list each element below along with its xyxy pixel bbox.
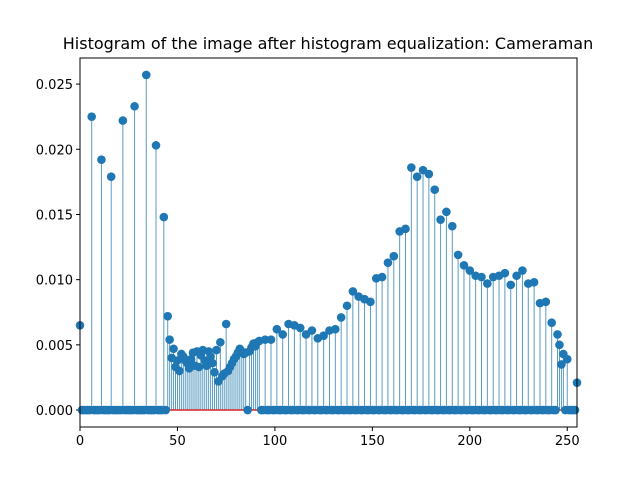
marker bbox=[141, 70, 151, 80]
x-tick-label: 50 bbox=[169, 434, 186, 449]
y-tick-label: 0.015 bbox=[36, 208, 73, 223]
marker bbox=[459, 261, 469, 270]
marker bbox=[506, 280, 516, 290]
y-tick-label: 0.020 bbox=[36, 143, 73, 158]
marker bbox=[307, 326, 317, 335]
marker bbox=[272, 324, 282, 334]
marker bbox=[216, 337, 225, 347]
x-tick-label: 250 bbox=[555, 434, 580, 449]
marker bbox=[555, 340, 564, 350]
marker bbox=[500, 268, 510, 278]
marker bbox=[319, 331, 328, 341]
x-tick-label: 0 bbox=[76, 434, 84, 449]
marker bbox=[243, 405, 252, 415]
marker bbox=[551, 405, 560, 415]
y-tick-label: 0.005 bbox=[36, 339, 73, 354]
marker bbox=[118, 116, 128, 125]
x-tick-label: 100 bbox=[262, 434, 287, 449]
marker bbox=[212, 345, 221, 355]
marker bbox=[430, 185, 440, 194]
marker bbox=[453, 250, 463, 260]
y-tick-label: 0.010 bbox=[36, 274, 73, 289]
marker bbox=[553, 330, 562, 339]
marker bbox=[477, 272, 486, 282]
marker bbox=[512, 271, 521, 281]
marker bbox=[295, 323, 305, 333]
marker bbox=[518, 266, 527, 275]
marker bbox=[366, 297, 375, 307]
marker bbox=[407, 163, 416, 172]
y-tick-label: 0.025 bbox=[36, 78, 73, 93]
marker bbox=[412, 172, 422, 181]
marker bbox=[336, 313, 346, 322]
marker bbox=[529, 277, 539, 287]
plot-frame bbox=[79, 57, 578, 428]
marker bbox=[383, 258, 393, 268]
marker bbox=[562, 354, 572, 364]
marker bbox=[87, 112, 96, 121]
marker bbox=[194, 362, 204, 372]
marker bbox=[401, 224, 410, 234]
marker bbox=[163, 311, 173, 321]
chart-title: Histogram of the image after histogram e… bbox=[63, 34, 593, 53]
y-tick-label: 0.000 bbox=[36, 404, 73, 419]
marker bbox=[169, 344, 178, 354]
marker bbox=[210, 367, 219, 377]
marker bbox=[389, 251, 399, 261]
marker bbox=[221, 319, 231, 329]
marker bbox=[165, 335, 174, 344]
marker bbox=[377, 272, 387, 282]
marker bbox=[547, 318, 556, 327]
marker bbox=[483, 279, 492, 288]
marker bbox=[186, 354, 196, 364]
marker bbox=[161, 405, 171, 415]
marker bbox=[436, 215, 445, 224]
marker bbox=[570, 405, 580, 415]
marker bbox=[447, 221, 457, 231]
marker bbox=[106, 172, 116, 181]
x-tick-label: 150 bbox=[360, 434, 385, 449]
marker bbox=[442, 207, 451, 217]
marker bbox=[97, 155, 106, 165]
marker bbox=[557, 360, 566, 369]
marker bbox=[130, 101, 139, 111]
marker bbox=[206, 352, 215, 361]
marker bbox=[424, 169, 434, 179]
marker bbox=[465, 266, 475, 275]
marker bbox=[342, 301, 352, 311]
marker bbox=[151, 141, 161, 150]
marker bbox=[348, 287, 358, 296]
marker bbox=[266, 335, 276, 344]
marker bbox=[331, 324, 340, 334]
marker bbox=[175, 366, 184, 376]
marker bbox=[208, 358, 217, 368]
marker bbox=[159, 212, 169, 222]
x-tick-label: 200 bbox=[457, 434, 482, 449]
marker bbox=[278, 330, 287, 339]
marker bbox=[541, 297, 551, 307]
